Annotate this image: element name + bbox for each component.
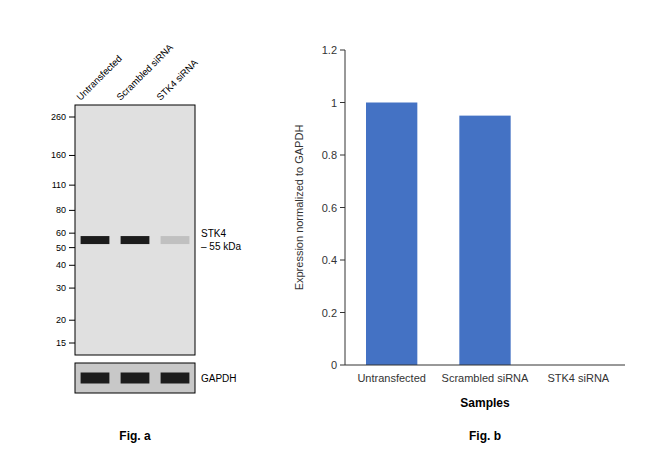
marker-tick	[69, 247, 75, 248]
y-tick-label: 0.6	[322, 202, 337, 214]
y-tick	[340, 50, 345, 51]
marker-label: 20	[56, 315, 66, 325]
membrane	[75, 105, 195, 355]
marker-label: 60	[56, 228, 66, 238]
bars	[366, 103, 511, 366]
y-tick-label: 0	[331, 359, 337, 371]
band	[161, 236, 190, 244]
marker-label: 260	[51, 112, 66, 122]
marker-tick	[69, 117, 75, 118]
band-size-label: – 55 kDa	[201, 241, 241, 252]
marker-label: 80	[56, 205, 66, 215]
y-tick-label: 0.4	[322, 254, 337, 266]
control-strip	[75, 363, 195, 393]
lane-label: STK4 siRNA	[154, 56, 200, 102]
band	[121, 236, 150, 244]
marker-tick	[69, 265, 75, 266]
x-tick-label: STK4 siRNA	[547, 372, 609, 384]
bar-panel: 0 0.2 0.4 0.6 0.8 1 1.2 Untransfected Scrambled …	[293, 44, 625, 443]
y-axis-label: Expression normalized to GAPDH	[293, 125, 305, 291]
y-tick	[340, 312, 345, 313]
control-band	[81, 373, 110, 384]
blot-panel: 26016011080605040302015UntransfectedScra…	[51, 41, 241, 443]
marker-tick	[69, 343, 75, 344]
y-tick	[340, 102, 345, 103]
x-tick-label: Scrambled siRNA	[442, 372, 529, 384]
marker-tick	[69, 320, 75, 321]
panel-caption: Fig. a	[119, 429, 151, 443]
marker-label: 160	[51, 150, 66, 160]
x-tick-label: Untransfected	[357, 372, 425, 384]
marker-tick	[69, 210, 75, 211]
marker-label: 30	[56, 283, 66, 293]
band	[81, 236, 110, 244]
y-tick-label: 0.2	[322, 307, 337, 319]
band-name: GAPDH	[201, 373, 237, 384]
y-tick-label: 1.2	[322, 44, 337, 56]
marker-label: 110	[52, 180, 66, 190]
panel-caption: Fig. b	[469, 429, 501, 443]
control-band	[161, 373, 190, 384]
y-tick	[340, 155, 345, 156]
control-band	[121, 373, 150, 384]
x-axis-label: Samples	[460, 396, 510, 410]
y-tick-label: 1	[331, 97, 337, 109]
y-tick	[340, 260, 345, 261]
bar	[366, 103, 417, 366]
band-name: STK4	[201, 228, 226, 239]
y-tick-label: 0.8	[322, 149, 337, 161]
marker-tick	[69, 185, 75, 186]
marker-label: 40	[56, 260, 66, 270]
x-axis	[345, 365, 625, 366]
marker-label: 15	[56, 338, 66, 348]
y-tick	[340, 207, 345, 208]
figure: 0 0.2 0.4 0.6 0.8 1 1.2 Untransfected Scrambled …	[0, 0, 650, 463]
marker-label: 50	[56, 243, 66, 253]
y-tick	[340, 365, 345, 366]
bar	[459, 116, 510, 365]
marker-tick	[69, 233, 75, 234]
marker-tick	[69, 155, 75, 156]
marker-tick	[69, 288, 75, 289]
y-axis	[345, 50, 346, 365]
